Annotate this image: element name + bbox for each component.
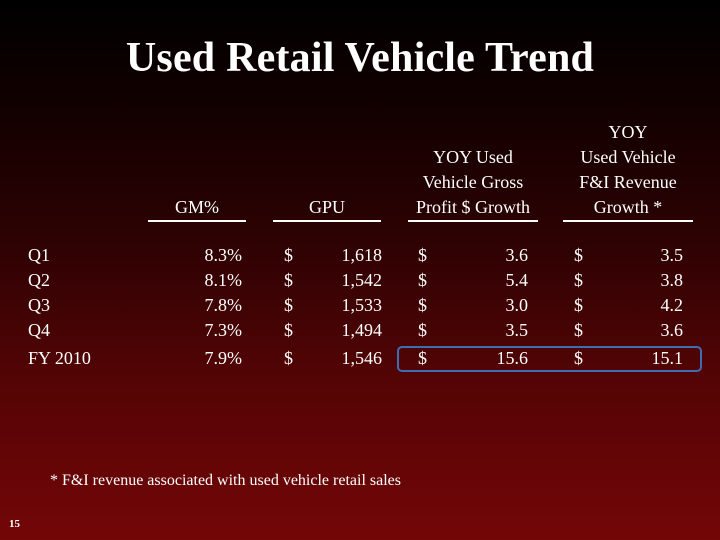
yoy-fi-value: 15.1 xyxy=(651,348,684,368)
slide-title: Used Retail Vehicle Trend xyxy=(125,35,595,81)
header-gpu: GPU xyxy=(273,195,381,222)
yoy-gross-value: 3.6 xyxy=(505,245,529,265)
yoy-fi-value: 3.8 xyxy=(660,270,684,290)
yoy-gross-value: 3.0 xyxy=(505,295,529,315)
table-row-q1: Q1 8.3% $ 1,618 $ 3.6 $ 3.5 xyxy=(0,243,720,268)
table-row-fy2010: FY 2010 7.9% $ 1,546 $ 15.6 $ 15.1 xyxy=(0,346,720,371)
footnote: * F&I revenue associated with used vehic… xyxy=(50,472,401,489)
header-yoy-gross-line-1: YOY Used xyxy=(433,147,513,167)
table-row-q4: Q4 7.3% $ 1,494 $ 3.5 $ 3.6 xyxy=(0,318,720,343)
gpu-value: 1,542 xyxy=(341,270,383,290)
gm-value: 8.3% xyxy=(204,245,243,265)
gm-value: 7.9% xyxy=(204,348,243,368)
currency-symbol: $ xyxy=(418,348,427,368)
currency-symbol: $ xyxy=(284,348,293,368)
currency-symbol: $ xyxy=(284,245,293,265)
header-gpu-line-1: GPU xyxy=(273,195,381,222)
row-label: Q1 xyxy=(28,245,50,265)
header-yoy-gross-line-2: Vehicle Gross xyxy=(422,172,524,192)
yoy-gross-value: 5.4 xyxy=(505,270,529,290)
header-gm: GM% xyxy=(148,195,246,222)
currency-symbol: $ xyxy=(574,245,583,265)
currency-symbol: $ xyxy=(574,348,583,368)
header-yoy-fi-line-4: Growth * xyxy=(563,195,693,222)
gpu-value: 1,533 xyxy=(341,295,383,315)
currency-symbol: $ xyxy=(574,295,583,315)
table-row-q2: Q2 8.1% $ 1,542 $ 5.4 $ 3.8 xyxy=(0,268,720,293)
header-gm-line-1: GM% xyxy=(148,195,246,222)
currency-symbol: $ xyxy=(418,295,427,315)
row-label: Q3 xyxy=(28,295,50,315)
page-number: 15 xyxy=(9,518,20,530)
yoy-gross-value: 15.6 xyxy=(496,348,529,368)
gpu-value: 1,618 xyxy=(341,245,383,265)
currency-symbol: $ xyxy=(284,320,293,340)
currency-symbol: $ xyxy=(418,245,427,265)
header-yoy-fi-line-3: F&I Revenue xyxy=(579,172,677,192)
gm-value: 7.3% xyxy=(204,320,243,340)
row-label: Q2 xyxy=(28,270,50,290)
header-yoy-gross-line-3: Profit $ Growth xyxy=(408,195,538,222)
fy2010-growth-highlight-box xyxy=(397,346,702,372)
yoy-fi-value: 4.2 xyxy=(660,295,684,315)
yoy-gross-value: 3.5 xyxy=(505,320,529,340)
header-yoy-fi-line-1: YOY xyxy=(608,122,648,142)
currency-symbol: $ xyxy=(284,270,293,290)
currency-symbol: $ xyxy=(574,320,583,340)
row-label: Q4 xyxy=(28,320,50,340)
header-yoy-fi-revenue: YOY Used Vehicle F&I Revenue Growth * xyxy=(563,120,693,222)
gm-value: 8.1% xyxy=(204,270,243,290)
yoy-fi-value: 3.6 xyxy=(660,320,684,340)
currency-symbol: $ xyxy=(284,295,293,315)
row-label: FY 2010 xyxy=(28,348,91,368)
currency-symbol: $ xyxy=(574,270,583,290)
table-row-q3: Q3 7.8% $ 1,533 $ 3.0 $ 4.2 xyxy=(0,293,720,318)
header-yoy-fi-line-2: Used Vehicle xyxy=(580,147,676,167)
gpu-value: 1,494 xyxy=(341,320,383,340)
currency-symbol: $ xyxy=(418,270,427,290)
gpu-value: 1,546 xyxy=(341,348,383,368)
header-yoy-gross-profit: YOY Used Vehicle Gross Profit $ Growth xyxy=(408,145,538,222)
yoy-fi-value: 3.5 xyxy=(660,245,684,265)
gm-value: 7.8% xyxy=(204,295,243,315)
currency-symbol: $ xyxy=(418,320,427,340)
